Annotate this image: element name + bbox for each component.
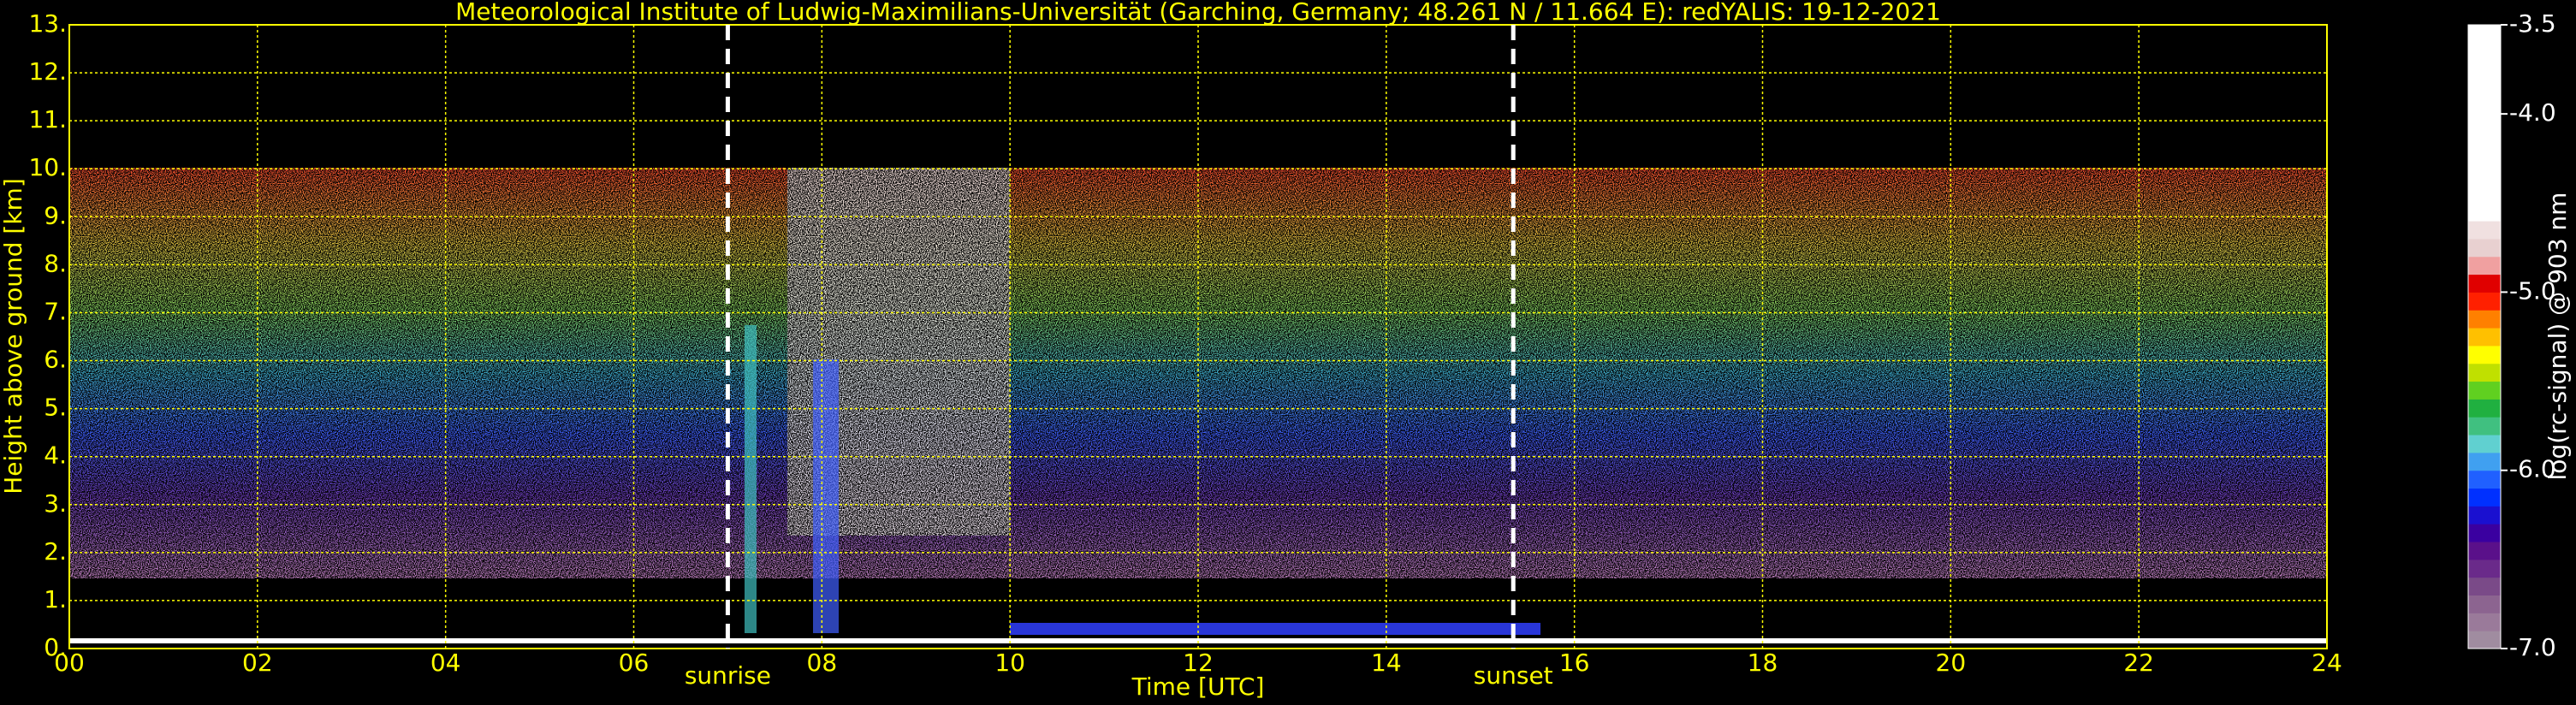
- colorbar-band: [2468, 292, 2501, 311]
- colorbar-band: [2468, 524, 2501, 542]
- cloud-streak: [813, 359, 839, 633]
- y-tick-label: 11.: [28, 105, 67, 133]
- x-tick-label: 20: [1936, 649, 1967, 677]
- y-tick-label: 7.: [44, 297, 67, 325]
- colorbar-band: [2468, 310, 2501, 329]
- y-tick-label: 12.: [28, 57, 67, 86]
- colorbar-band: [2468, 96, 2501, 115]
- colorbar-band: [2468, 559, 2501, 578]
- x-tick-label: 12: [1183, 649, 1214, 677]
- colorbar-band: [2468, 238, 2501, 258]
- colorbar-band: [2468, 149, 2501, 169]
- colorbar-band: [2468, 185, 2501, 204]
- x-tick-label: 22: [2123, 649, 2154, 677]
- x-tick-label: 00: [54, 649, 85, 677]
- colorbar-band: [2468, 345, 2501, 364]
- colorbar-band: [2468, 399, 2501, 418]
- y-axis-label: Height above ground [km]: [0, 178, 27, 495]
- x-tick-label: 10: [994, 649, 1025, 677]
- colorbar-band: [2468, 221, 2501, 240]
- colorbar-tick-label: -4.0: [2509, 98, 2556, 127]
- x-tick-label: 18: [1748, 649, 1778, 677]
- x-tick-label: 16: [1559, 649, 1590, 677]
- colorbar-tick-label: -7.0: [2509, 633, 2556, 661]
- x-tick-label: 02: [242, 649, 273, 677]
- colorbar-tick-label: -6.0: [2509, 455, 2556, 483]
- colorbar-band: [2468, 25, 2501, 44]
- x-axis-label: Time [UTC]: [1131, 672, 1265, 701]
- boundary-layer: [1010, 623, 1540, 635]
- x-tick-label: 04: [430, 649, 461, 677]
- colorbar-band: [2468, 328, 2501, 347]
- x-tick-label: 24: [2312, 649, 2342, 677]
- chart-title: Meteorological Institute of Ludwig-Maxim…: [455, 0, 1941, 26]
- colorbar-band: [2468, 417, 2501, 435]
- colorbar-band: [2468, 631, 2501, 649]
- colorbar-band: [2468, 256, 2501, 275]
- colorbar-band: [2468, 363, 2501, 382]
- colorbar-label: log(rc-signal) @ 903 nm: [2543, 193, 2572, 481]
- x-tick-label: 14: [1371, 649, 1402, 677]
- y-tick-label: 5.: [44, 394, 67, 422]
- colorbar-band: [2468, 381, 2501, 400]
- colorbar-tick-label: -5.0: [2509, 276, 2556, 305]
- colorbar-frame: [2467, 24, 2502, 649]
- y-tick-label: 8.: [44, 249, 67, 277]
- y-tick-label: 13.: [28, 9, 67, 38]
- annotation: sunset: [1474, 661, 1553, 690]
- y-tick-label: 2.: [44, 537, 67, 566]
- colorbar-band: [2468, 114, 2501, 133]
- cloud-streak: [745, 325, 757, 633]
- colorbar-band: [2468, 167, 2501, 186]
- x-tick-label: 06: [619, 649, 650, 677]
- y-tick-label: 6.: [44, 346, 67, 374]
- colorbar-band: [2468, 274, 2501, 293]
- colorbar-band: [2468, 60, 2501, 79]
- y-tick-label: 3.: [44, 489, 67, 518]
- colorbar-band: [2468, 78, 2501, 97]
- colorbar-band: [2468, 613, 2501, 631]
- y-tick-label: 0.: [44, 633, 67, 661]
- colorbar-band: [2468, 203, 2501, 222]
- colorbar-band: [2468, 435, 2501, 453]
- colorbar-band: [2468, 42, 2501, 62]
- y-tick-label: 10.: [28, 153, 67, 181]
- colorbar-band: [2468, 470, 2501, 489]
- colorbar-band: [2468, 542, 2501, 560]
- signal-texture: [69, 168, 2327, 578]
- colorbar-tick-label: -3.5: [2509, 9, 2556, 38]
- colorbar-band: [2468, 452, 2501, 471]
- colorbar-band: [2468, 131, 2501, 151]
- y-tick-label: 4.: [44, 441, 67, 470]
- colorbar-band: [2468, 577, 2501, 596]
- colorbar-band: [2468, 506, 2501, 524]
- y-tick-label: 9.: [44, 201, 67, 229]
- colorbar-band: [2468, 488, 2501, 507]
- colorbar-band: [2468, 595, 2501, 613]
- x-tick-label: 08: [807, 649, 838, 677]
- annotation: sunrise: [685, 661, 771, 690]
- y-tick-label: 1.: [44, 585, 67, 613]
